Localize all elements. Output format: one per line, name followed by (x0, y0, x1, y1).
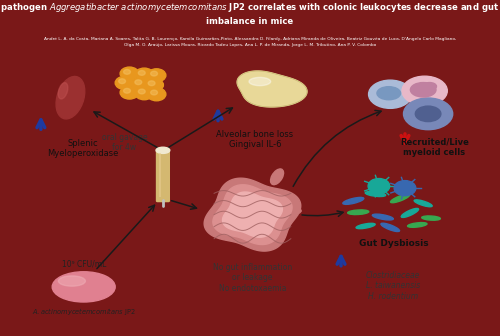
Text: Recruited/Live
myeloid cells: Recruited/Live myeloid cells (400, 138, 469, 157)
Text: oral gavage
for 4w: oral gavage for 4w (102, 133, 148, 152)
Ellipse shape (422, 83, 436, 90)
Ellipse shape (282, 208, 301, 215)
Text: Periodontal pathogen $\it{Aggregatibacter\ actinomycetemcomitans}$ JP2 correlate: Periodontal pathogen $\it{Aggregatibacte… (0, 1, 500, 26)
Ellipse shape (58, 83, 68, 99)
Ellipse shape (416, 106, 441, 122)
Ellipse shape (410, 83, 436, 97)
Ellipse shape (56, 77, 85, 119)
Polygon shape (222, 192, 282, 237)
Ellipse shape (58, 276, 86, 286)
Ellipse shape (356, 223, 375, 229)
Ellipse shape (368, 80, 412, 108)
Ellipse shape (377, 87, 400, 100)
Polygon shape (249, 77, 270, 86)
Text: No endotoxaemia: No endotoxaemia (218, 285, 286, 293)
Circle shape (138, 71, 145, 75)
Circle shape (148, 81, 155, 86)
Ellipse shape (366, 192, 386, 197)
Circle shape (147, 69, 166, 82)
Circle shape (150, 90, 158, 95)
FancyBboxPatch shape (156, 150, 170, 202)
Text: Gut Dysbiosis: Gut Dysbiosis (359, 239, 428, 248)
Ellipse shape (402, 76, 448, 106)
Ellipse shape (381, 223, 400, 232)
Ellipse shape (348, 210, 369, 215)
Circle shape (120, 67, 139, 80)
Circle shape (135, 68, 154, 81)
Polygon shape (237, 71, 307, 107)
Circle shape (368, 178, 390, 194)
Circle shape (115, 76, 134, 89)
Ellipse shape (52, 272, 115, 302)
Text: 10⁹ CFU/mL: 10⁹ CFU/mL (62, 259, 106, 268)
Circle shape (132, 77, 150, 90)
Text: Alveolar bone loss
Gingival IL-6: Alveolar bone loss Gingival IL-6 (216, 130, 294, 149)
Text: $\it{A. actinomycetemcomitans}$ JP2: $\it{A. actinomycetemcomitans}$ JP2 (32, 306, 136, 318)
Ellipse shape (390, 194, 409, 203)
Circle shape (394, 180, 416, 196)
Text: André L. A. da Costa, Mariana A. Soares, Talita G. B. Lourenço, Kamila Guimarães: André L. A. da Costa, Mariana A. Soares,… (44, 37, 456, 47)
Ellipse shape (414, 200, 432, 207)
Circle shape (147, 88, 166, 101)
Circle shape (124, 70, 130, 74)
Circle shape (135, 80, 142, 85)
Polygon shape (204, 178, 300, 251)
Text: Splenic
Myeloperoxidase: Splenic Myeloperoxidase (47, 139, 118, 158)
Ellipse shape (372, 214, 394, 220)
Ellipse shape (270, 169, 283, 185)
Circle shape (120, 86, 139, 99)
Text: Clostridiaceae
L. taiwanensis
H. rodentium: Clostridiaceae L. taiwanensis H. rodenti… (366, 271, 420, 300)
Circle shape (144, 78, 164, 91)
Circle shape (135, 87, 154, 100)
Text: No gut inflammation
or leakage: No gut inflammation or leakage (213, 263, 292, 282)
Ellipse shape (401, 208, 418, 217)
Ellipse shape (422, 216, 440, 220)
Ellipse shape (404, 98, 452, 130)
Circle shape (150, 71, 158, 76)
Polygon shape (213, 185, 292, 245)
Circle shape (124, 88, 130, 93)
Circle shape (118, 79, 126, 84)
Ellipse shape (343, 197, 364, 204)
Circle shape (138, 89, 145, 94)
Ellipse shape (156, 147, 170, 154)
Ellipse shape (408, 223, 427, 227)
